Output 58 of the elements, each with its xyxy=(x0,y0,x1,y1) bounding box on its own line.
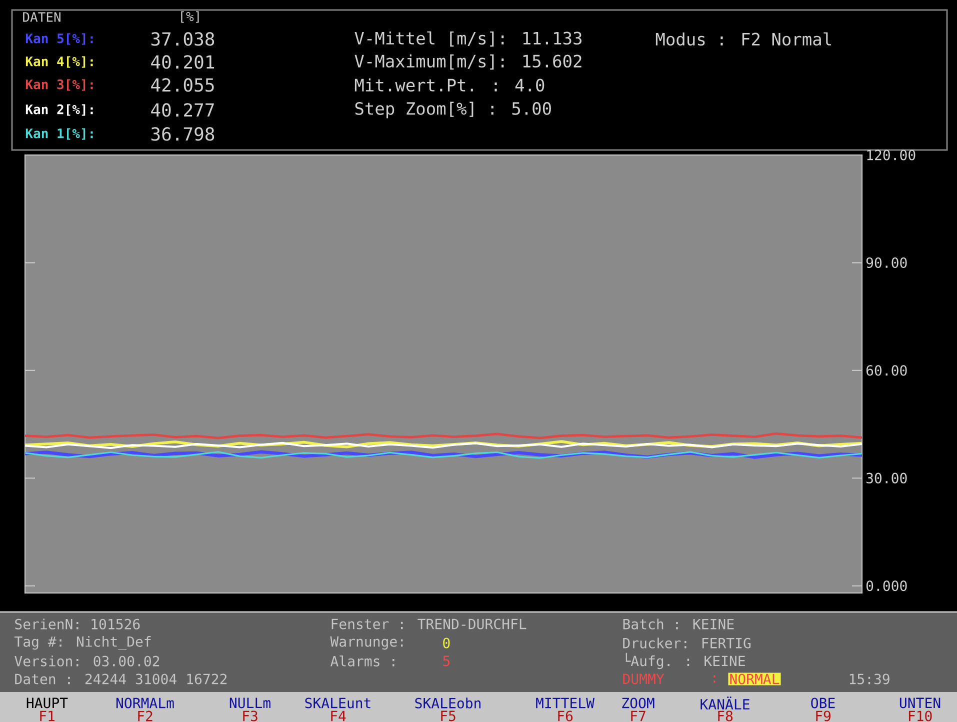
text: Mit.wert.Pt. : 4.0 xyxy=(354,78,544,92)
text: 40.277 xyxy=(151,103,214,117)
text: F2 xyxy=(138,710,152,722)
text: Daten : 24244 31004 16722 xyxy=(15,674,227,684)
text: Fenster : TREND-DURCHFL xyxy=(332,618,526,630)
text: F4 xyxy=(331,710,346,722)
text: Alarms : xyxy=(330,656,394,666)
text: F8 xyxy=(718,710,733,722)
text: NORMAL xyxy=(730,674,780,684)
text: DATEN xyxy=(23,12,60,22)
text: V-Maximum[m/s]: 15.602 xyxy=(354,54,582,70)
text: Tag #: Nicht_Def xyxy=(14,636,151,650)
text: ZOOM xyxy=(622,698,654,708)
text: Modus : F2 Normal xyxy=(656,32,831,46)
text: F3 xyxy=(243,710,258,722)
y-tick-label: 120.00 xyxy=(867,150,916,160)
text: F5 xyxy=(441,710,456,722)
text: Drucker: FERTIG xyxy=(623,638,751,648)
text: MITTELW xyxy=(536,698,595,708)
y-tick-label: 0.000 xyxy=(866,580,907,592)
text: 42.055 xyxy=(151,78,214,92)
text: HAUPT xyxy=(26,698,68,708)
text: 0 xyxy=(443,638,450,648)
text: Kan 4[%]: xyxy=(26,56,93,68)
text: └Aufg. : KEINE xyxy=(626,652,745,670)
text: OBE xyxy=(811,698,835,708)
text: Kan 5[%]: xyxy=(26,33,93,45)
text: SKALEunt xyxy=(305,698,370,708)
text: Kan 1[%]: xyxy=(26,128,93,140)
text: SKALEobn xyxy=(415,698,480,708)
y-tick-label: 60.00 xyxy=(866,365,907,376)
text: Batch : KEINE xyxy=(623,618,734,630)
text: 15:39 xyxy=(850,674,890,684)
text: F7 xyxy=(631,710,646,722)
y-tick-label: 30.00 xyxy=(866,472,907,484)
text: NULLm xyxy=(230,698,270,708)
text: 40.201 xyxy=(151,55,214,69)
text: NORMALm xyxy=(116,698,174,708)
text: KANÄLE xyxy=(700,696,750,710)
text: Kan 3[%]: xyxy=(26,79,93,91)
text: F6 xyxy=(558,710,573,722)
y-tick-label: 90.00 xyxy=(866,257,907,268)
text: 5 xyxy=(443,656,450,666)
text: F9 xyxy=(816,710,830,722)
text: 36.798 xyxy=(151,127,214,141)
text: DUMMY xyxy=(623,674,664,684)
text: SerienN: 101526 xyxy=(15,618,140,630)
text: V-Mittel [m/s]: 11.133 xyxy=(354,31,582,47)
text: [%] xyxy=(181,11,199,23)
text: Version: 03.00.02 xyxy=(14,656,160,666)
text: F10 xyxy=(908,710,932,722)
text: 37.038 xyxy=(151,32,214,46)
text: Warnunge: xyxy=(330,636,403,650)
text: Step Zoom[%] : 5.00 xyxy=(355,102,551,118)
text: Kan 2[%]: xyxy=(26,104,93,116)
text: F1 xyxy=(40,710,54,722)
text: UNTEN xyxy=(900,698,940,708)
text: : xyxy=(714,675,716,683)
